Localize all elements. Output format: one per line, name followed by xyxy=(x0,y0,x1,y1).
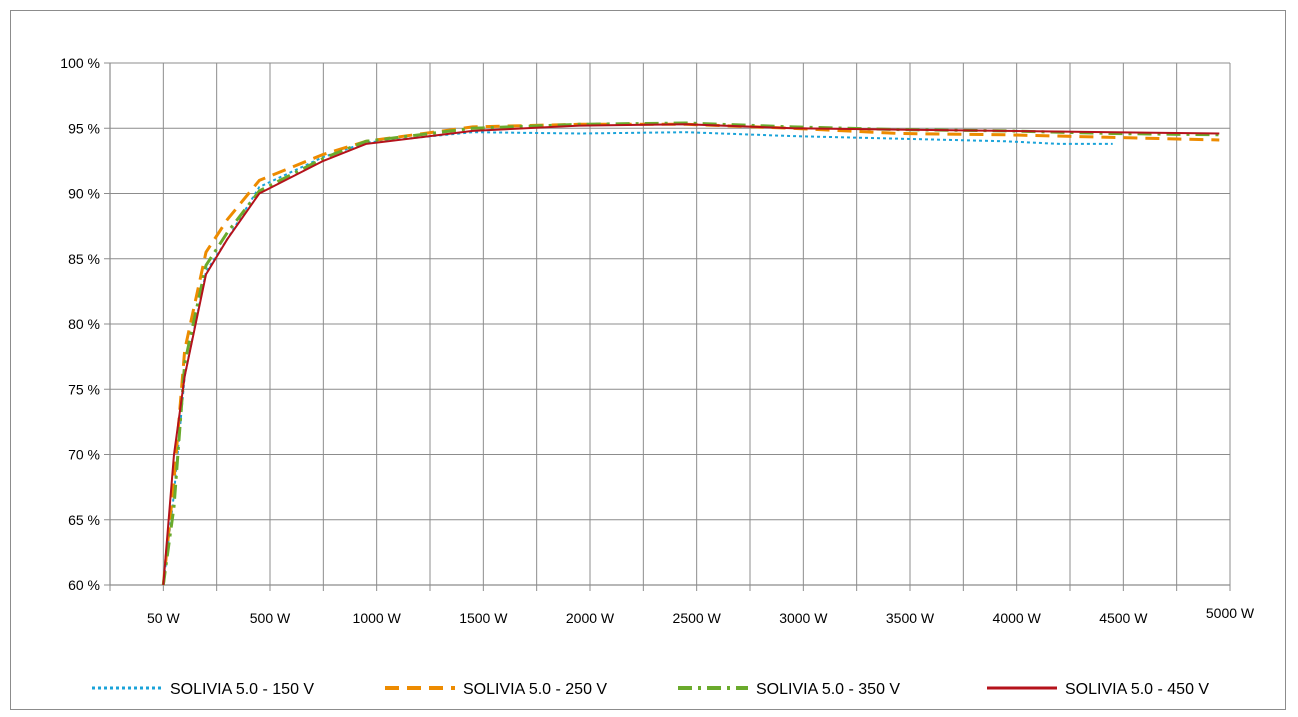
y-tick-label: 90 % xyxy=(68,186,100,202)
x-tick-label: 3500 W xyxy=(886,610,935,626)
grid-lines xyxy=(109,62,1231,586)
x-tick-label: 2000 W xyxy=(566,610,615,626)
x-tick-labels: 50 W 500 W 1000 W 1500 W 2000 W 2500 W 3000 W 3… xyxy=(147,605,1255,626)
y-tick-label: 80 % xyxy=(68,316,100,332)
legend: SOLIVIA 5.0 - 150 V SOLIVIA 5.0 - 250 V SO… xyxy=(92,681,1209,698)
y-tick-label: 65 % xyxy=(68,512,100,528)
x-tick-label: 1000 W xyxy=(353,610,402,626)
x-tick-label: 3000 W xyxy=(779,610,828,626)
y-tick-labels: 60 % 65 % 70 % 75 % 80 % 85 % 90 % 95 % 100 % xyxy=(60,55,100,593)
series-line-3 xyxy=(161,121,1220,586)
x-tick-label: 5000 W xyxy=(1206,605,1255,621)
x-tick-label: 4000 W xyxy=(993,610,1042,626)
legend-label-1: SOLIVIA 5.0 - 150 V xyxy=(170,681,314,698)
x-tick-label: 500 W xyxy=(250,610,291,626)
x-tick-label: 2500 W xyxy=(673,610,722,626)
y-tick-label: 60 % xyxy=(68,577,100,593)
axes xyxy=(104,62,1231,591)
y-tick-label: 75 % xyxy=(68,381,100,397)
y-tick-label: 70 % xyxy=(68,447,100,463)
x-tick-label: 1500 W xyxy=(459,610,508,626)
legend-label-2: SOLIVIA 5.0 - 250 V xyxy=(463,681,607,698)
series-line-2 xyxy=(161,122,1220,586)
y-tick-label: 95 % xyxy=(68,120,100,136)
series-line-1 xyxy=(162,131,1113,586)
legend-label-4: SOLIVIA 5.0 - 450 V xyxy=(1065,681,1209,698)
y-tick-label: 100 % xyxy=(60,55,100,71)
chart-frame xyxy=(10,10,1286,710)
y-tick-label: 85 % xyxy=(68,251,100,267)
x-tick-label: 50 W xyxy=(147,610,180,626)
legend-label-3: SOLIVIA 5.0 - 350 V xyxy=(756,681,900,698)
series-line-4 xyxy=(162,123,1220,586)
series-lines xyxy=(161,121,1220,586)
x-tick-label: 4500 W xyxy=(1099,610,1148,626)
